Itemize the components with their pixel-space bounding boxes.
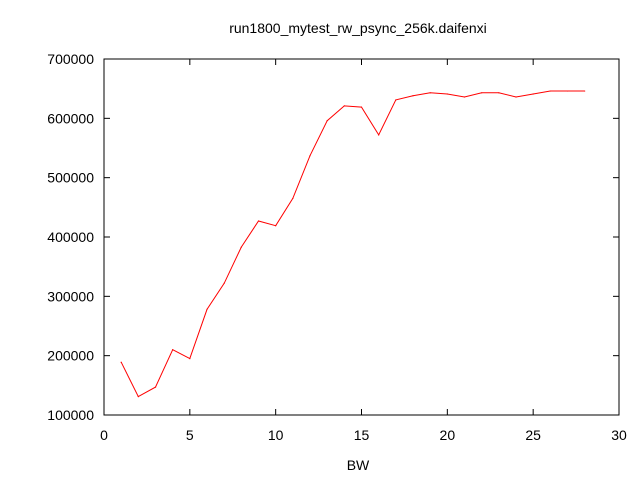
x-tick-label: 20 — [440, 427, 456, 443]
data-point — [532, 93, 534, 95]
data-point — [120, 361, 122, 363]
x-tick-label: 10 — [268, 427, 284, 443]
data-point — [446, 93, 448, 95]
chart-title: run1800_mytest_rw_psync_256k.daifenxi — [229, 20, 487, 36]
data-point — [292, 197, 294, 200]
data-point — [498, 92, 500, 94]
data-point — [360, 106, 363, 108]
data-point — [275, 225, 277, 227]
data-point — [395, 99, 397, 101]
x-tick-label: 30 — [611, 427, 627, 443]
data-point — [566, 90, 569, 92]
y-tick-label: 200000 — [47, 348, 94, 364]
axis-ticks — [103, 58, 620, 416]
y-tick-label: 500000 — [47, 170, 94, 186]
y-tick-label: 300000 — [47, 288, 94, 304]
data-point — [189, 358, 191, 360]
data-point — [515, 96, 517, 98]
data-point — [257, 220, 260, 222]
y-tick-label: 400000 — [47, 229, 94, 245]
x-tick-label: 0 — [100, 427, 108, 443]
x-tick-label: 25 — [525, 427, 541, 443]
y-tick-label: 100000 — [47, 407, 94, 423]
plot-frame — [103, 58, 620, 416]
data-point — [309, 155, 311, 157]
data-point — [412, 95, 414, 97]
data-point — [481, 92, 483, 94]
data-point — [326, 120, 328, 122]
x-tick-labels: 0 5 10 15 20 25 30 — [100, 427, 627, 443]
data-point — [206, 308, 208, 310]
y-tick-label: 600000 — [47, 110, 94, 126]
data-point — [549, 90, 551, 92]
data-point — [343, 105, 345, 107]
data-point — [429, 92, 431, 94]
y-tick-labels: 100000 200000 300000 400000 500000 600000 7000… — [47, 51, 94, 423]
x-tick-label: 15 — [354, 427, 370, 443]
data-point — [378, 134, 380, 136]
data-point — [137, 396, 139, 398]
data-points — [120, 90, 586, 398]
x-tick-label: 5 — [186, 427, 194, 443]
x-axis-label: BW — [347, 457, 370, 473]
y-tick-label: 700000 — [47, 51, 94, 67]
data-point — [463, 96, 466, 98]
data-point — [154, 386, 157, 388]
series-line — [120, 90, 585, 398]
data-point — [240, 246, 242, 248]
data-point — [172, 349, 174, 351]
data-point — [223, 282, 225, 284]
data-point — [584, 90, 586, 92]
